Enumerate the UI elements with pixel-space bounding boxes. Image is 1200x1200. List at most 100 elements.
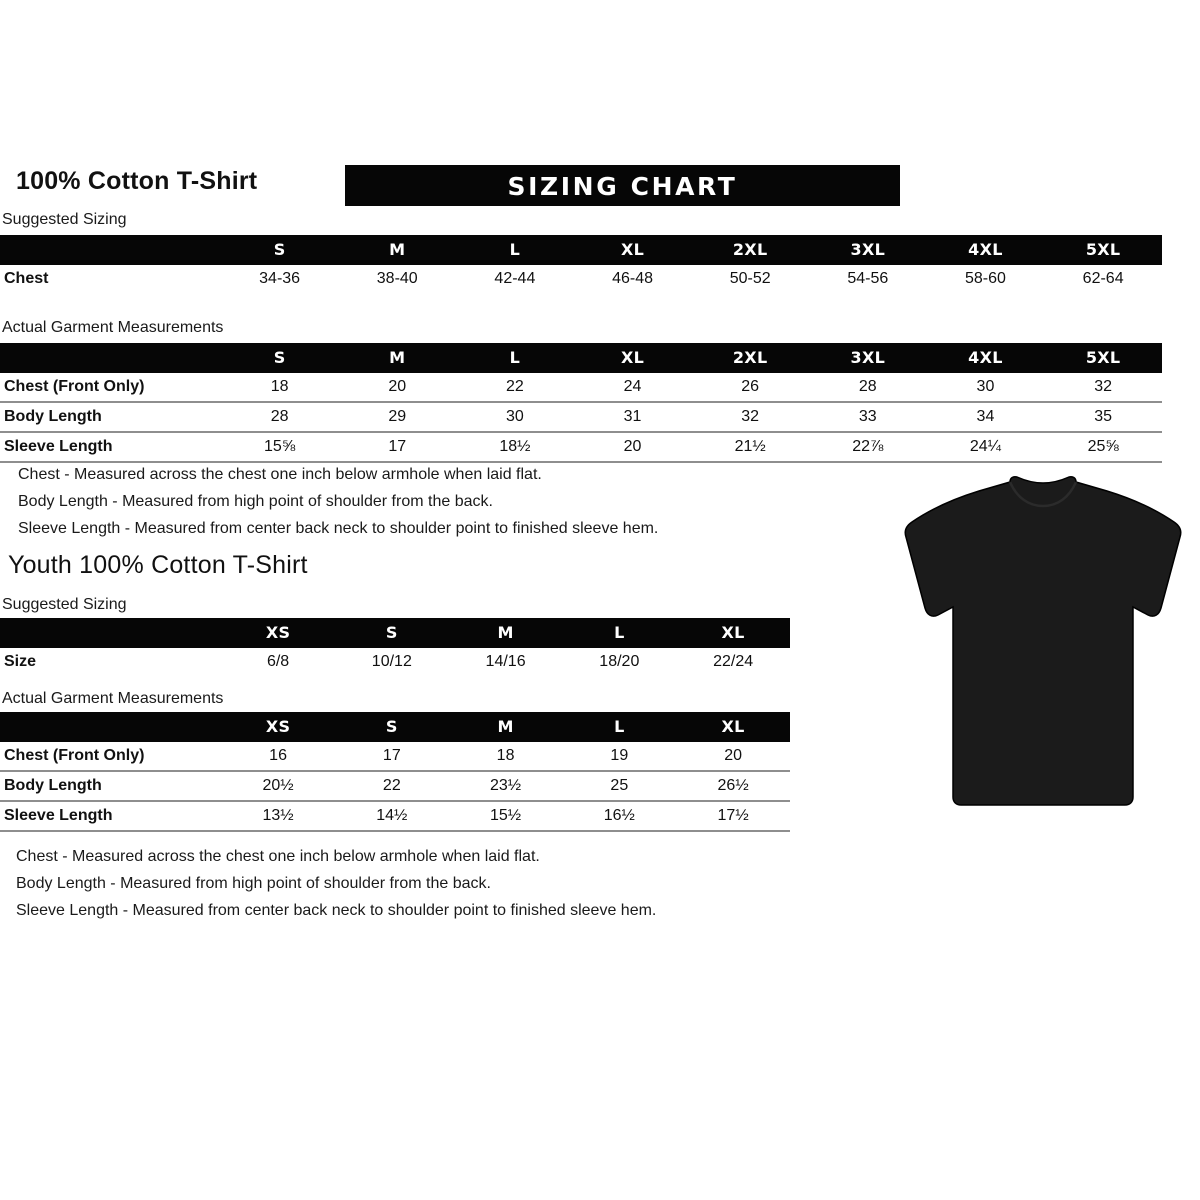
cell-l: 18½ [456,431,574,463]
adult-actual-caption: Actual Garment Measurements [2,319,224,336]
youth-note-3: Sleeve Length - Measured from center bac… [16,902,657,919]
cell-l: 25 [562,770,677,801]
cell-l: 19 [562,742,677,771]
table-row: Sleeve Length 15⅝ 17 18½ 20 21½ 22⅞ 24¼ 25⅝ [0,431,1162,463]
cell-l: 30 [456,401,574,432]
adult-actual-size-header-s: S [273,348,286,367]
adult-section-title: 100% Cotton T-Shirt [16,167,258,195]
cell-m: 29 [338,401,457,432]
sizing-chart-banner: SIZING CHART [345,165,900,206]
cell-m: 20 [338,373,457,402]
row-label: Body Length [0,401,221,432]
youth-actual-caption: Actual Garment Measurements [2,690,224,707]
table-row: Sleeve Length 13½ 14½ 15½ 16½ 17½ [0,800,790,832]
cell-s: 18 [220,373,339,402]
youth-measurement-notes: Chest - Measured across the chest one in… [16,843,656,924]
cell-2xl: 50-52 [691,265,809,293]
table-row: Chest 34-36 38-40 42-44 46-48 50-52 54-56 58-60… [0,265,1162,293]
adult-actual-size-header-3xl: 3XL [850,348,886,367]
cell-3xl: 22⅞ [808,431,927,463]
cell-xl: 24 [573,373,692,402]
table-row: Body Length 20½ 22 23½ 25 26½ [0,770,790,801]
adult-suggested-size-header-m: M [389,240,406,259]
cell-xs: 16 [221,742,335,771]
cell-s: 17 [334,742,449,771]
adult-note-2: Body Length - Measured from high point o… [18,493,493,510]
table-header-row: XS S M L XL [0,712,790,742]
cell-xl: 46-48 [573,265,692,293]
cell-xs: 20½ [221,770,335,801]
row-label: Chest (Front Only) [0,373,221,402]
youth-suggested-size-header-xs: XS [265,623,291,642]
adult-actual-size-header-xl: XL [620,348,645,367]
cell-xs: 13½ [221,800,335,832]
youth-section-title: Youth 100% Cotton T-Shirt [8,551,308,579]
adult-suggested-size-header-2xl: 2XL [732,240,768,259]
table-header-row: S M L XL 2XL 3XL 4XL 5XL [0,235,1162,265]
table-row: Size 6/8 10/12 14/16 18/20 22/24 [0,648,790,676]
row-label: Sleeve Length [0,431,221,463]
cell-xs: 6/8 [221,648,335,676]
adult-suggested-size-header-5xl: 5XL [1085,240,1121,259]
cell-xl: 22/24 [676,648,790,676]
adult-note-1: Chest - Measured across the chest one in… [18,466,542,483]
adult-actual-size-header-4xl: 4XL [968,348,1003,367]
adult-measurement-notes: Chest - Measured across the chest one in… [18,461,658,542]
adult-actual-size-header-l: L [509,348,521,367]
cell-m: 38-40 [338,265,457,293]
adult-suggested-size-header-4xl: 4XL [968,240,1003,259]
cell-2xl: 26 [691,373,809,402]
cell-4xl: 24¼ [926,431,1045,463]
cell-5xl: 25⅝ [1044,431,1162,463]
adult-suggested-caption: Suggested Sizing [2,211,127,228]
youth-actual-size-header-m: M [497,717,514,736]
row-label-header [0,235,221,265]
cell-l: 18/20 [562,648,677,676]
cell-s: 22 [334,770,449,801]
cell-xl: 26½ [676,770,790,801]
cell-m: 17 [338,431,457,463]
cell-m: 14/16 [448,648,563,676]
row-label: Chest (Front Only) [0,742,222,771]
cell-s: 34-36 [220,265,339,293]
youth-suggested-size-header-xl: XL [721,623,745,642]
youth-suggested-caption: Suggested Sizing [2,596,127,613]
youth-suggested-size-header-s: S [385,623,398,642]
adult-suggested-size-header-l: L [509,240,521,259]
adult-suggested-sizing-table: S M L XL 2XL 3XL 4XL 5XL Chest 34-36 38-40 42-44 46… [0,235,1162,293]
row-label-header [0,618,221,648]
row-label-header [0,343,221,373]
cell-xl: 20 [676,742,790,771]
cell-m: 23½ [448,770,563,801]
cell-2xl: 32 [691,401,809,432]
cell-xl: 31 [573,401,692,432]
youth-suggested-sizing-table: XS S M L XL Size 6/8 10/12 14/16 18/20 22/24 [0,618,790,676]
cell-3xl: 28 [808,373,927,402]
cell-4xl: 34 [926,401,1045,432]
adult-suggested-size-header-s: S [273,240,286,259]
youth-actual-size-header-xl: XL [721,717,745,736]
adult-suggested-size-header-3xl: 3XL [850,240,886,259]
table-header-row: S M L XL 2XL 3XL 4XL 5XL [0,343,1162,373]
cell-m: 15½ [448,800,563,832]
adult-actual-size-header-5xl: 5XL [1085,348,1121,367]
cell-s: 10/12 [334,648,449,676]
adult-actual-size-header-m: M [389,348,406,367]
cell-xl: 20 [573,431,692,463]
cell-5xl: 32 [1044,373,1162,402]
row-label: Sleeve Length [0,800,222,832]
tshirt-illustration [893,468,1193,813]
youth-actual-measurements-table: XS S M L XL Chest (Front Only) 16 17 18 19 20 Body… [0,712,790,832]
table-header-row: XS S M L XL [0,618,790,648]
tshirt-front-icon [904,476,1182,806]
cell-3xl: 54-56 [808,265,927,293]
cell-5xl: 62-64 [1044,265,1162,293]
youth-actual-size-header-l: L [614,717,625,736]
row-label: Body Length [0,770,222,801]
adult-section-header: 100% Cotton T-Shirt SIZING CHART [16,165,1184,211]
cell-s: 15⅝ [220,431,339,463]
youth-suggested-size-header-m: M [497,623,514,642]
youth-actual-size-header-xs: XS [265,717,291,736]
cell-3xl: 33 [808,401,927,432]
